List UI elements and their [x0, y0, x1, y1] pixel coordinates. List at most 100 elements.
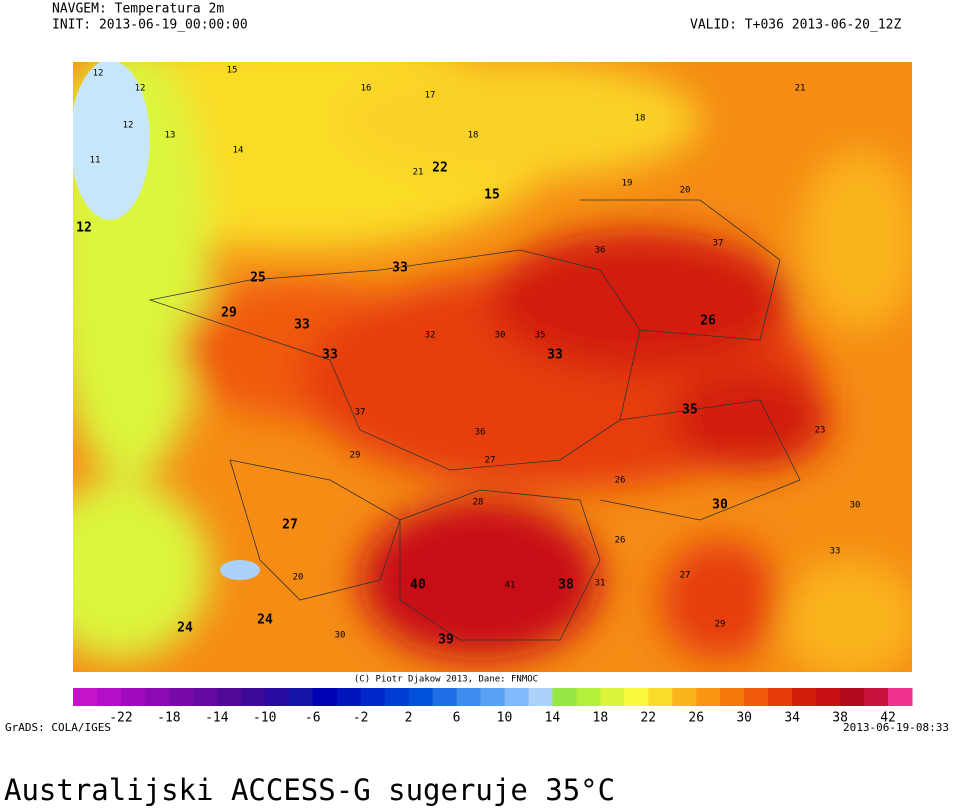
contour-label: 15 — [484, 188, 500, 203]
contour-label: 29 — [221, 306, 237, 321]
colorbar-box — [192, 688, 218, 706]
map — [73, 62, 912, 672]
colorbar-box — [624, 688, 649, 706]
contour-label: 12 — [135, 84, 146, 94]
colorbar-label: -10 — [253, 711, 276, 726]
contour-label: 29 — [715, 620, 726, 630]
colorbar-box — [384, 688, 410, 706]
contour-label: 18 — [635, 114, 646, 124]
colorbar-box — [816, 688, 841, 706]
colorbar-box — [672, 688, 697, 706]
contour-label: 41 — [505, 581, 516, 591]
contour-label: 39 — [438, 633, 454, 648]
colorbar-box — [528, 688, 553, 706]
colorbar-box — [456, 688, 482, 706]
colorbar-box — [480, 688, 505, 706]
colorbar-box — [648, 688, 673, 706]
contour-label: 20 — [293, 573, 304, 583]
contour-label: 35 — [682, 403, 698, 418]
colorbar-box — [600, 688, 625, 706]
contour-label: 23 — [815, 426, 826, 436]
colorbar-label: 30 — [736, 711, 752, 726]
colorbar-label: 6 — [453, 711, 461, 726]
contour-label: 11 — [90, 156, 101, 166]
colorbar-box — [120, 688, 146, 706]
contour-label: 28 — [473, 498, 484, 508]
contour-label: 40 — [410, 578, 426, 593]
colorbar-box — [888, 688, 913, 706]
credit: (C) Piotr Djakow 2013, Dane: FNMOC — [354, 675, 538, 685]
colorbar-box — [168, 688, 194, 706]
contour-label: 27 — [282, 518, 298, 533]
colorbar-label: -22 — [109, 711, 132, 726]
colorbar-box — [744, 688, 769, 706]
contour-label: 19 — [622, 179, 633, 189]
colorbar-box — [288, 688, 314, 706]
contour-label: 37 — [713, 239, 724, 249]
contour-label: 35 — [535, 331, 546, 341]
contour-label: 26 — [700, 314, 716, 329]
contour-label: 33 — [294, 318, 310, 333]
colorbar-box — [768, 688, 793, 706]
colorbar-box — [720, 688, 745, 706]
colorbar-label: 10 — [497, 711, 513, 726]
contour-label: 12 — [93, 69, 104, 79]
contour-label: 30 — [335, 631, 346, 641]
contour-label: 27 — [485, 456, 496, 466]
contour-label: 13 — [165, 131, 176, 141]
contour-label: 25 — [250, 271, 266, 286]
colorbar-box — [432, 688, 458, 706]
colorbar-box — [96, 688, 122, 706]
title: NAVGEM: Temperatura 2m — [52, 2, 224, 17]
colorbar-box — [216, 688, 242, 706]
contour-label: 30 — [712, 498, 728, 513]
colorbar-label: 14 — [545, 711, 561, 726]
colorbar-box — [408, 688, 434, 706]
contour-label: 36 — [475, 428, 486, 438]
contour-label: 14 — [233, 146, 244, 156]
contour-label: 36 — [595, 246, 606, 256]
colorbar-box — [840, 688, 865, 706]
colorbar-label: -14 — [205, 711, 229, 726]
contour-label: 33 — [547, 348, 563, 363]
colorbar-box — [864, 688, 889, 706]
colorbar-box — [504, 688, 529, 706]
colorbar-box — [360, 688, 386, 706]
contour-label: 37 — [355, 408, 366, 418]
colorbar-label: 2 — [405, 711, 413, 726]
colorbar-label: 18 — [593, 711, 609, 726]
caption: Australijski ACCESS-G sugeruje 35°C — [4, 773, 615, 807]
contour-label: 26 — [615, 536, 626, 546]
contour-label: 32 — [425, 331, 436, 341]
contour-label: 15 — [227, 66, 238, 76]
contour-label: 17 — [425, 91, 436, 101]
contour-label: 33 — [322, 348, 338, 363]
contour-label: 29 — [350, 451, 361, 461]
cold-spot — [220, 560, 260, 580]
contour-label: 38 — [558, 578, 574, 593]
contour-label: 26 — [615, 476, 626, 486]
colorbar-box — [240, 688, 266, 706]
colorbar-box — [576, 688, 601, 706]
colorbar-box — [336, 688, 362, 706]
colorbar-box — [312, 688, 338, 706]
contour-label: 30 — [495, 331, 506, 341]
borders — [148, 199, 801, 641]
valid: VALID: T+036 2013-06-20_12Z — [690, 18, 901, 33]
colorbar-label: 38 — [832, 711, 848, 726]
contour-label: 21 — [413, 168, 424, 178]
contour-label: 12 — [76, 221, 92, 236]
contour-label: 22 — [432, 161, 448, 176]
contour-label: 20 — [680, 186, 691, 196]
footer-left: GrADS: COLA/IGES — [5, 721, 111, 734]
footer-right: 2013-06-19-08:33 — [843, 721, 949, 734]
colorbar-label: 42 — [880, 711, 896, 726]
colorbar-label: -18 — [157, 711, 180, 726]
colorbar-box — [792, 688, 817, 706]
colorbar-label: -6 — [305, 711, 321, 726]
contour-label: 27 — [680, 571, 691, 581]
contour-label: 12 — [123, 121, 134, 131]
colorbar-label: 22 — [640, 711, 656, 726]
